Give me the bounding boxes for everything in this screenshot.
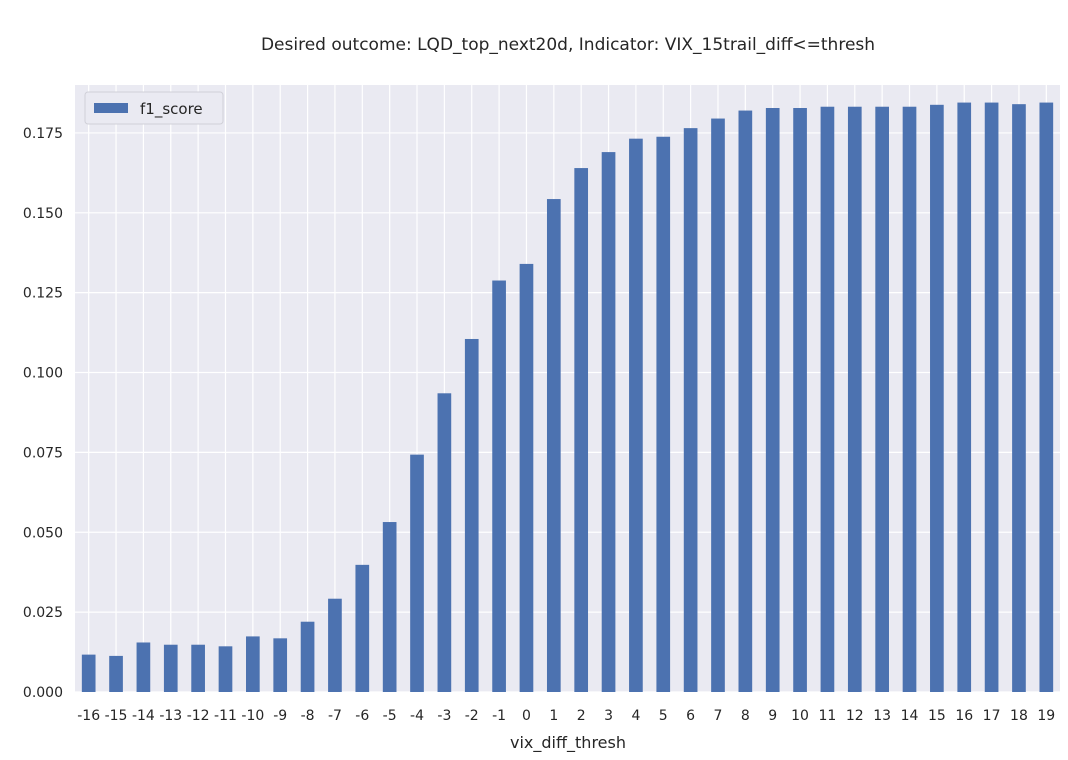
bar-2 [574,168,589,692]
y-tick-label: 0.150 [23,206,63,222]
x-tick-label: -8 [301,708,315,724]
bar--12 [191,644,205,692]
y-tick-label: 0.000 [23,685,63,701]
chart-title: Desired outcome: LQD_top_next20d, Indica… [261,35,875,55]
x-tick-label: -11 [214,708,237,724]
legend-box [84,91,224,125]
bar-8 [738,110,753,693]
y-axis-ticks: 0.000 0.025 0.050 0.075 0.100 0.125 0.150 0.175 [23,126,63,701]
bar--16 [81,654,96,692]
x-tick-label: -4 [410,708,424,724]
y-tick-label: 0.125 [23,286,63,302]
x-tick-label: -10 [241,708,264,724]
x-axis-label: vix_diff_thresh [510,733,626,753]
y-tick-label: 0.100 [23,366,63,382]
bar--10 [246,636,260,692]
x-tick-label: -3 [437,708,451,724]
x-tick-label: 16 [955,708,973,724]
x-tick-label: 6 [686,708,695,724]
bar-19 [1039,102,1054,693]
x-tick-label: -14 [132,708,155,724]
bar-16 [957,102,972,693]
x-tick-label: 14 [901,708,919,724]
bar--2 [464,338,479,692]
x-tick-label: 15 [928,708,946,724]
bar-9 [765,108,780,693]
x-tick-label: -12 [187,708,210,724]
bar-18 [1012,104,1026,693]
bar-4 [629,138,643,693]
x-tick-label: -2 [465,708,479,724]
bar-6 [683,128,698,692]
x-tick-label: 5 [659,708,668,724]
bar--9 [273,638,288,692]
x-tick-label: -5 [383,708,397,724]
x-tick-label: 19 [1037,708,1055,724]
bar-10 [793,108,807,693]
bars [81,102,1054,693]
bar--1 [492,280,506,692]
bar-5 [656,136,671,692]
bar--6 [355,564,370,692]
bar--7 [328,598,342,692]
y-tick-label: 0.050 [23,525,63,541]
bar-15 [930,104,944,692]
x-tick-label: 18 [1010,708,1028,724]
bar-17 [984,102,999,693]
x-tick-label: -6 [355,708,369,724]
x-tick-label: 3 [604,708,613,724]
x-tick-label: 0 [522,708,531,724]
x-tick-label: -7 [328,708,342,724]
bar--4 [410,454,424,692]
x-tick-label: -15 [105,708,128,724]
x-tick-label: 8 [741,708,750,724]
bar-1 [546,199,561,692]
x-tick-label: 12 [846,708,864,724]
bar--11 [218,646,233,692]
x-tick-label: 1 [549,708,558,724]
x-tick-label: -16 [77,708,100,724]
x-tick-label: 13 [873,708,891,724]
x-tick-label: 10 [791,708,809,724]
x-tick-label: -9 [273,708,287,724]
bar-3 [601,152,616,692]
x-tick-label: 17 [983,708,1001,724]
bar--5 [382,522,397,692]
bar-0 [519,263,534,692]
x-tick-label: 2 [577,708,586,724]
bar--13 [163,644,178,692]
bar--15 [109,655,123,692]
y-tick-label: 0.075 [23,445,63,461]
bar--3 [437,393,452,692]
x-axis-ticks: -16 -15 -14 -13 -12 -11 -10 -9 -8 -7 -6 -5 -4 -3 -2 -1 0… [77,708,1055,724]
bar--14 [136,642,151,692]
x-tick-label: 4 [631,708,640,724]
bar-11 [820,106,835,692]
x-tick-label: -13 [159,708,182,724]
legend-swatch [94,103,128,113]
x-tick-label: 7 [714,708,723,724]
x-tick-label: 11 [819,708,837,724]
bar-12 [847,106,862,692]
legend-label: f1_score [140,100,203,119]
x-tick-label: -1 [492,708,506,724]
plot-area [75,85,1060,692]
bar--8 [300,621,315,692]
bar-7 [711,118,725,692]
bar-13 [875,106,889,692]
legend: f1_score [84,91,224,125]
y-tick-label: 0.025 [23,605,63,621]
x-tick-label: 9 [768,708,777,724]
y-tick-label: 0.175 [23,126,63,142]
bar-14 [902,106,917,692]
